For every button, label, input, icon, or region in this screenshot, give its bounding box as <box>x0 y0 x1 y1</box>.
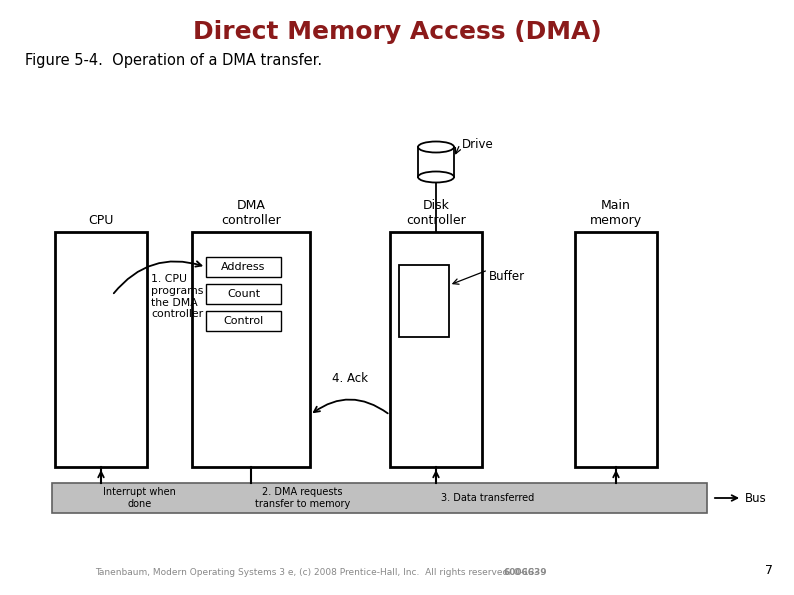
Text: 6006639: 6006639 <box>503 568 546 577</box>
Bar <box>52 483 707 513</box>
Bar <box>206 284 281 304</box>
Text: 7: 7 <box>765 564 773 577</box>
Text: Tanenbaum, Modern Operating Systems 3 e, (c) 2008 Prentice-Hall, Inc.  All right: Tanenbaum, Modern Operating Systems 3 e,… <box>95 568 538 577</box>
Text: CPU: CPU <box>88 214 114 227</box>
Ellipse shape <box>418 171 454 183</box>
Text: Address: Address <box>222 262 266 272</box>
Text: Figure 5-4.  Operation of a DMA transfer.: Figure 5-4. Operation of a DMA transfer. <box>25 53 322 68</box>
Text: Main
memory: Main memory <box>590 199 642 227</box>
Bar <box>206 311 281 331</box>
Text: Control: Control <box>223 316 264 326</box>
Text: 2. DMA requests
transfer to memory: 2. DMA requests transfer to memory <box>255 487 350 509</box>
Bar <box>206 257 281 277</box>
Text: Interrupt when
done: Interrupt when done <box>103 487 175 509</box>
Ellipse shape <box>418 142 454 152</box>
Bar <box>55 232 147 467</box>
Bar <box>192 232 310 467</box>
Text: DMA
controller: DMA controller <box>221 199 281 227</box>
Text: 1. CPU
programs
the DMA
controller: 1. CPU programs the DMA controller <box>151 274 203 319</box>
Text: Disk
controller: Disk controller <box>406 199 466 227</box>
Text: Buffer: Buffer <box>489 270 525 283</box>
Text: Drive: Drive <box>462 137 494 151</box>
Text: Direct Memory Access (DMA): Direct Memory Access (DMA) <box>193 20 601 44</box>
Text: Bus: Bus <box>745 491 767 505</box>
Bar <box>399 265 449 337</box>
Bar <box>575 232 657 467</box>
Text: 4. Ack: 4. Ack <box>332 372 368 385</box>
Bar <box>390 232 482 467</box>
Bar <box>418 147 454 177</box>
Text: Count: Count <box>227 289 260 299</box>
Text: 3. Data transferred: 3. Data transferred <box>441 493 534 503</box>
